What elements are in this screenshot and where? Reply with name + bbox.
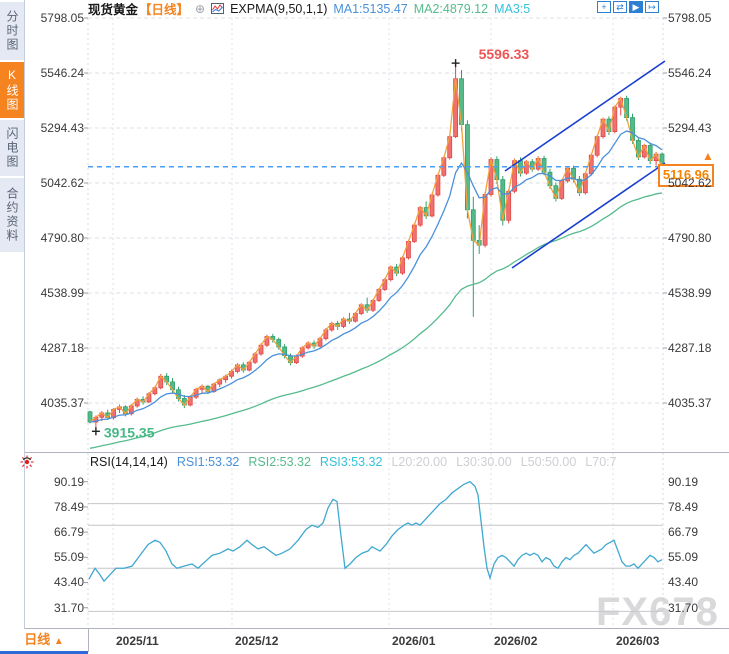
sidebar: 分时图 K线图 闪电图 合约资料 — [0, 0, 25, 654]
price-axis-label-left: 4538.99 — [40, 286, 84, 300]
rsi-axis-label-left: 31.70 — [53, 600, 84, 615]
rsi-l20-level: L20:20.00 — [391, 455, 448, 469]
price-axis-label-right: 4790.80 — [668, 231, 712, 245]
time-axis-label: 2026/03 — [616, 634, 660, 648]
sidebar-tab-lightning-chart[interactable]: 闪电图 — [0, 120, 24, 176]
live-dot-icon[interactable] — [20, 455, 34, 474]
price-axis-label-right: 4287.18 — [668, 341, 712, 355]
rsi-axis-label-right: 55.09 — [668, 550, 699, 565]
rsi-axis-label-left: 55.09 — [53, 550, 84, 565]
price-axis-label-right: 5042.62 — [668, 175, 712, 190]
rsi-axis-label-right: 31.70 — [668, 600, 699, 615]
ma2-value: MA2:4879.12 — [413, 1, 489, 16]
price-axis-label-right: 5546.24 — [668, 65, 712, 80]
time-axis-label: 2026/01 — [392, 634, 436, 648]
price-axis-label-left: 4287.18 — [40, 341, 84, 355]
footer-accent-strip — [0, 651, 88, 654]
rsi-axis-label-left: 78.49 — [53, 499, 84, 514]
rsi1-value: RSI1:53.32 — [176, 455, 240, 469]
price-axis-label-left: 5798.05 — [40, 11, 84, 25]
period-label: 日线 — [24, 632, 51, 647]
indicator-chart-icon — [211, 3, 225, 14]
symbol-name: 现货黄金 — [88, 3, 139, 16]
price-axis-label-left: 5546.24 — [40, 65, 84, 80]
rsi-bottom-border — [25, 628, 729, 629]
period-selector[interactable]: 日线 ▲ — [0, 629, 88, 651]
watermark: FX678 — [596, 590, 719, 634]
rsi-axis-label-right: 90.19 — [668, 474, 699, 489]
period-tag: 【日线】 — [139, 3, 190, 16]
page-forward-icon[interactable]: ↦ — [645, 1, 659, 13]
chart-toolbar: + ⇄ ▶ ↦ — [597, 1, 659, 13]
rsi-l70-level: L70:7 — [585, 455, 617, 469]
indicator-name: EXPMA(9,50,1,1) — [230, 1, 328, 16]
price-axis-label-left: 5294.43 — [40, 120, 84, 135]
rsi-header: RSI(14,14,14) RSI1:53.32 RSI2:53.32 RSI3… — [90, 455, 617, 469]
rsi-axis-label-left: 66.79 — [53, 525, 84, 540]
rsi3-value: RSI3:53.32 — [319, 455, 383, 469]
ma1-value: MA1:5135.47 — [333, 1, 408, 16]
rsi-axis-label-right: 78.49 — [668, 499, 699, 514]
price-axis-label-right: 5798.05 — [668, 11, 712, 25]
add-indicator-icon[interactable]: ⊕ — [195, 1, 206, 16]
rsi2-value: RSI2:53.32 — [248, 455, 311, 469]
time-axis-label: 2025/11 — [116, 634, 159, 648]
sidebar-tab-kline-chart[interactable]: K线图 — [0, 62, 24, 118]
price-axis-label-right: 4538.99 — [668, 286, 712, 300]
sidebar-tab-contract-info[interactable]: 合约资料 — [0, 178, 24, 252]
rsi-l50-level: L50:50.00 — [520, 455, 577, 469]
time-axis-label: 2025/12 — [235, 634, 279, 648]
high-price-annotation: 5596.33 — [479, 46, 530, 62]
current-price-tag: 5116.96 — [658, 164, 714, 187]
zoom-out-icon[interactable]: ⇄ — [613, 1, 627, 13]
period-dropdown-arrow-icon: ▲ — [53, 636, 64, 647]
price-axis-label-left: 4790.80 — [40, 231, 84, 245]
rsi-l30-level: L30:30.00 — [456, 455, 512, 469]
price-axis-label-left: 5042.62 — [40, 175, 84, 190]
zoom-in-icon[interactable]: ▶ — [629, 1, 643, 13]
pane-separator — [25, 452, 729, 453]
time-axis-label: 2026/02 — [494, 634, 538, 648]
low-price-annotation: 3915.35 — [104, 424, 155, 440]
sidebar-tab-time-chart[interactable]: 分时图 — [0, 2, 24, 60]
price-axis-label-left: 4035.37 — [40, 396, 84, 410]
time-axis-bar — [0, 629, 729, 654]
chart-header: 现货黄金 【日线】 ⊕ EXPMA(9,50,1,1) MA1:5135.47 M… — [88, 1, 594, 17]
ma3-value: MA3:5 — [494, 1, 531, 16]
rsi-indicator-name: RSI(14,14,14) — [90, 455, 168, 469]
footer-divider — [88, 628, 89, 652]
price-axis-label-right: 4035.37 — [668, 396, 712, 410]
rsi-axis-label-left: 90.19 — [53, 474, 84, 489]
rsi-axis-label-right: 66.79 — [668, 525, 699, 540]
rsi-axis-label-left: 43.40 — [53, 575, 84, 590]
price-up-arrow-icon: ▲ — [702, 149, 714, 163]
rsi-axis-label-right: 43.40 — [668, 575, 699, 590]
crosshair-icon[interactable]: + — [597, 1, 611, 13]
price-axis-label-right: 5294.43 — [668, 120, 712, 135]
